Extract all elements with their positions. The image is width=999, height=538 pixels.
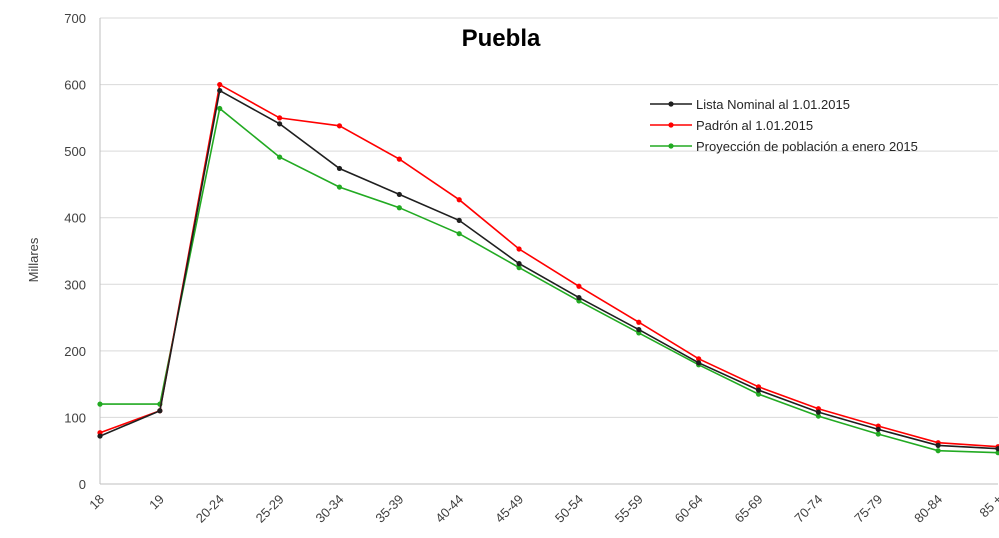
x-tick-labels: 18 19 20-24 25-29 30-34 35-39 40-44 45-49 50-54 5… (86, 492, 999, 526)
data-point (516, 265, 522, 271)
series (97, 81, 999, 456)
x-tick-label: 19 (146, 492, 167, 513)
legend: Lista Nominal al 1.01.2015 Padrón al 1.01… (650, 97, 918, 154)
legend-label: Padrón al 1.01.2015 (696, 118, 813, 133)
y-tick-label: 700 (64, 11, 86, 26)
data-point (217, 105, 223, 112)
y-tick-label: 100 (64, 410, 86, 425)
data-point (576, 295, 582, 301)
data-point (815, 409, 822, 415)
x-tick-label: 50-54 (552, 492, 586, 526)
series-line (99, 83, 999, 448)
x-tick-label: 55-59 (612, 492, 646, 526)
data-point (336, 123, 343, 129)
series-group (97, 87, 999, 452)
legend-item: Lista Nominal al 1.01.2015 (650, 97, 850, 112)
data-point (396, 191, 402, 198)
data-point (97, 433, 103, 439)
data-point (935, 448, 941, 454)
data-point (935, 442, 941, 448)
data-point (456, 231, 462, 237)
data-point (97, 401, 103, 407)
data-point (875, 431, 881, 437)
legend-swatch-marker (668, 122, 674, 128)
data-point (636, 326, 642, 333)
data-point (516, 261, 522, 267)
axes (99, 18, 998, 485)
data-point (636, 319, 642, 325)
data-point (157, 408, 163, 414)
legend-swatch-marker (668, 143, 674, 149)
x-tick-label: 25-29 (253, 492, 287, 526)
data-point (217, 81, 223, 88)
legend-swatch-marker (668, 101, 674, 107)
y-tick-label: 600 (64, 78, 86, 93)
data-point (696, 356, 702, 362)
data-point (516, 246, 522, 252)
data-point (336, 184, 343, 190)
data-point (875, 426, 881, 433)
x-tick-label: 35-39 (372, 492, 406, 526)
data-point (995, 450, 999, 456)
data-point (995, 446, 999, 452)
data-point (277, 154, 283, 160)
data-point (755, 391, 762, 397)
series-group (97, 81, 999, 450)
data-point (336, 165, 343, 172)
x-tick-label: 80-84 (911, 492, 945, 526)
data-point (217, 87, 223, 94)
x-tick-label: 70-74 (791, 492, 825, 526)
data-point (696, 360, 702, 366)
y-tick-labels: 0 100 200 300 400 500 600 700 (64, 11, 86, 492)
data-point (755, 387, 762, 393)
chart-title: Puebla (462, 25, 541, 52)
y-axis-title: Millares (26, 237, 41, 282)
grid-lines (100, 17, 998, 418)
data-point (456, 217, 462, 223)
x-tick-label: 18 (86, 492, 107, 513)
data-point (396, 205, 402, 211)
data-point (815, 413, 822, 419)
x-tick-label: 20-24 (193, 492, 227, 526)
x-tick-label: 30-34 (312, 492, 346, 526)
legend-item: Proyección de población a enero 2015 (650, 139, 918, 154)
data-point (277, 115, 283, 121)
y-tick-label: 200 (64, 344, 86, 359)
data-point (396, 156, 402, 162)
y-tick-label: 300 (64, 277, 86, 292)
series-line (99, 89, 999, 450)
x-tick-label: 65-69 (732, 492, 766, 526)
y-tick-label: 400 (64, 211, 86, 226)
series-line (100, 107, 999, 454)
x-tick-label: 75-79 (851, 492, 885, 526)
data-point (456, 197, 462, 203)
x-tick-label: 45-49 (492, 492, 526, 526)
y-tick-label: 0 (79, 477, 86, 492)
legend-item: Padrón al 1.01.2015 (650, 118, 813, 133)
data-point (576, 283, 582, 289)
x-tick-label: 60-64 (672, 492, 706, 526)
legend-label: Lista Nominal al 1.01.2015 (696, 97, 850, 112)
x-tick-label: 85 + (976, 492, 999, 521)
data-point (277, 121, 283, 127)
x-tick-label: 40-44 (432, 492, 466, 526)
legend-label: Proyección de población a enero 2015 (696, 139, 918, 154)
y-tick-label: 500 (64, 144, 86, 159)
